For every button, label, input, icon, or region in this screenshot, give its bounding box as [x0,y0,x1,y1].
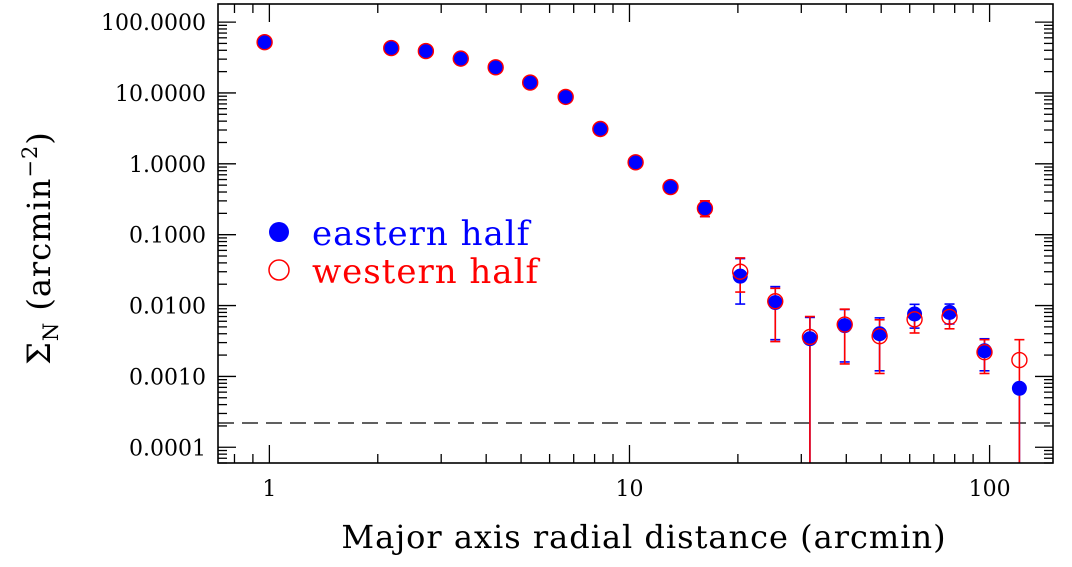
data-markers [256,34,1028,396]
y-axis-unit-close: ) [20,131,58,144]
legend-marker-eastern [269,222,289,242]
data-point-western [256,34,273,51]
data-point-western [383,39,400,57]
y-axis-label: ΣN (arcmin−2) [18,131,63,365]
plot-frame [217,3,1054,464]
data-point-eastern [1011,380,1027,396]
y-axis-symbol: Σ [20,341,58,365]
data-point-eastern [488,59,504,75]
data-point-western [627,154,644,171]
data-point-eastern [663,179,679,195]
data-point-eastern [907,306,923,322]
x-axis-label: Major axis radial distance (arcmin) [341,518,946,556]
axis-ticks [218,4,1053,464]
data-point-western [592,120,609,138]
y-axis-unit: (arcmin [20,178,58,322]
y-axis-subscript: N [39,322,63,341]
data-point-western [767,293,784,310]
data-point-western [487,59,504,76]
data-point-eastern [592,121,608,137]
legend: eastern half western half [268,214,540,292]
data-point-western [941,308,958,326]
data-point-eastern [837,318,853,334]
data-point-eastern [628,154,644,170]
data-point-eastern [418,43,434,59]
data-point-western [452,50,469,67]
data-point-eastern [942,304,958,320]
data-point-eastern [977,343,993,359]
x-tick-label: 100 [969,477,1011,502]
y-tick-label: 1.0000 [129,153,206,178]
legend-label-eastern: eastern half [312,214,532,254]
data-point-western [976,343,993,361]
data-point-eastern [257,34,273,50]
data-point-eastern [697,200,713,216]
x-tick-label: 10 [615,477,643,502]
legend-label-western: western half [312,252,540,292]
y-axis-unit-exponent: −2 [18,145,42,178]
data-point-eastern [522,75,538,91]
y-tick-label: 0.0001 [129,436,206,461]
legend-marker-western [268,259,290,281]
y-tick-label: 0.1000 [129,224,206,249]
data-point-eastern [732,268,748,284]
data-point-western [696,200,714,217]
data-point-western [836,316,853,333]
data-point-western [732,263,749,280]
data-point-western [871,327,888,345]
y-tick-label: 100.0000 [101,11,206,36]
data-point-western [557,88,574,106]
y-tick-labels: 100.0000 10.0000 1.0000 0.1000 0.0100 0.0010 0… [101,11,206,461]
y-tick-label: 10.0000 [115,82,206,107]
x-tick-labels: 1 10 100 [262,477,1010,502]
data-point-eastern [453,51,469,67]
data-point-western [801,328,819,346]
data-point-eastern [767,295,783,311]
data-point-western [417,42,435,60]
data-point-eastern [558,89,574,105]
data-point-eastern [802,331,818,347]
data-point-western [521,74,539,91]
data-point-eastern [383,40,399,56]
y-tick-label: 0.0010 [129,365,206,390]
x-tick-label: 1 [262,477,276,502]
data-point-western [906,311,923,328]
data-point-western [662,178,679,196]
data-point-western [1011,351,1028,369]
y-tick-label: 0.0100 [129,295,206,320]
